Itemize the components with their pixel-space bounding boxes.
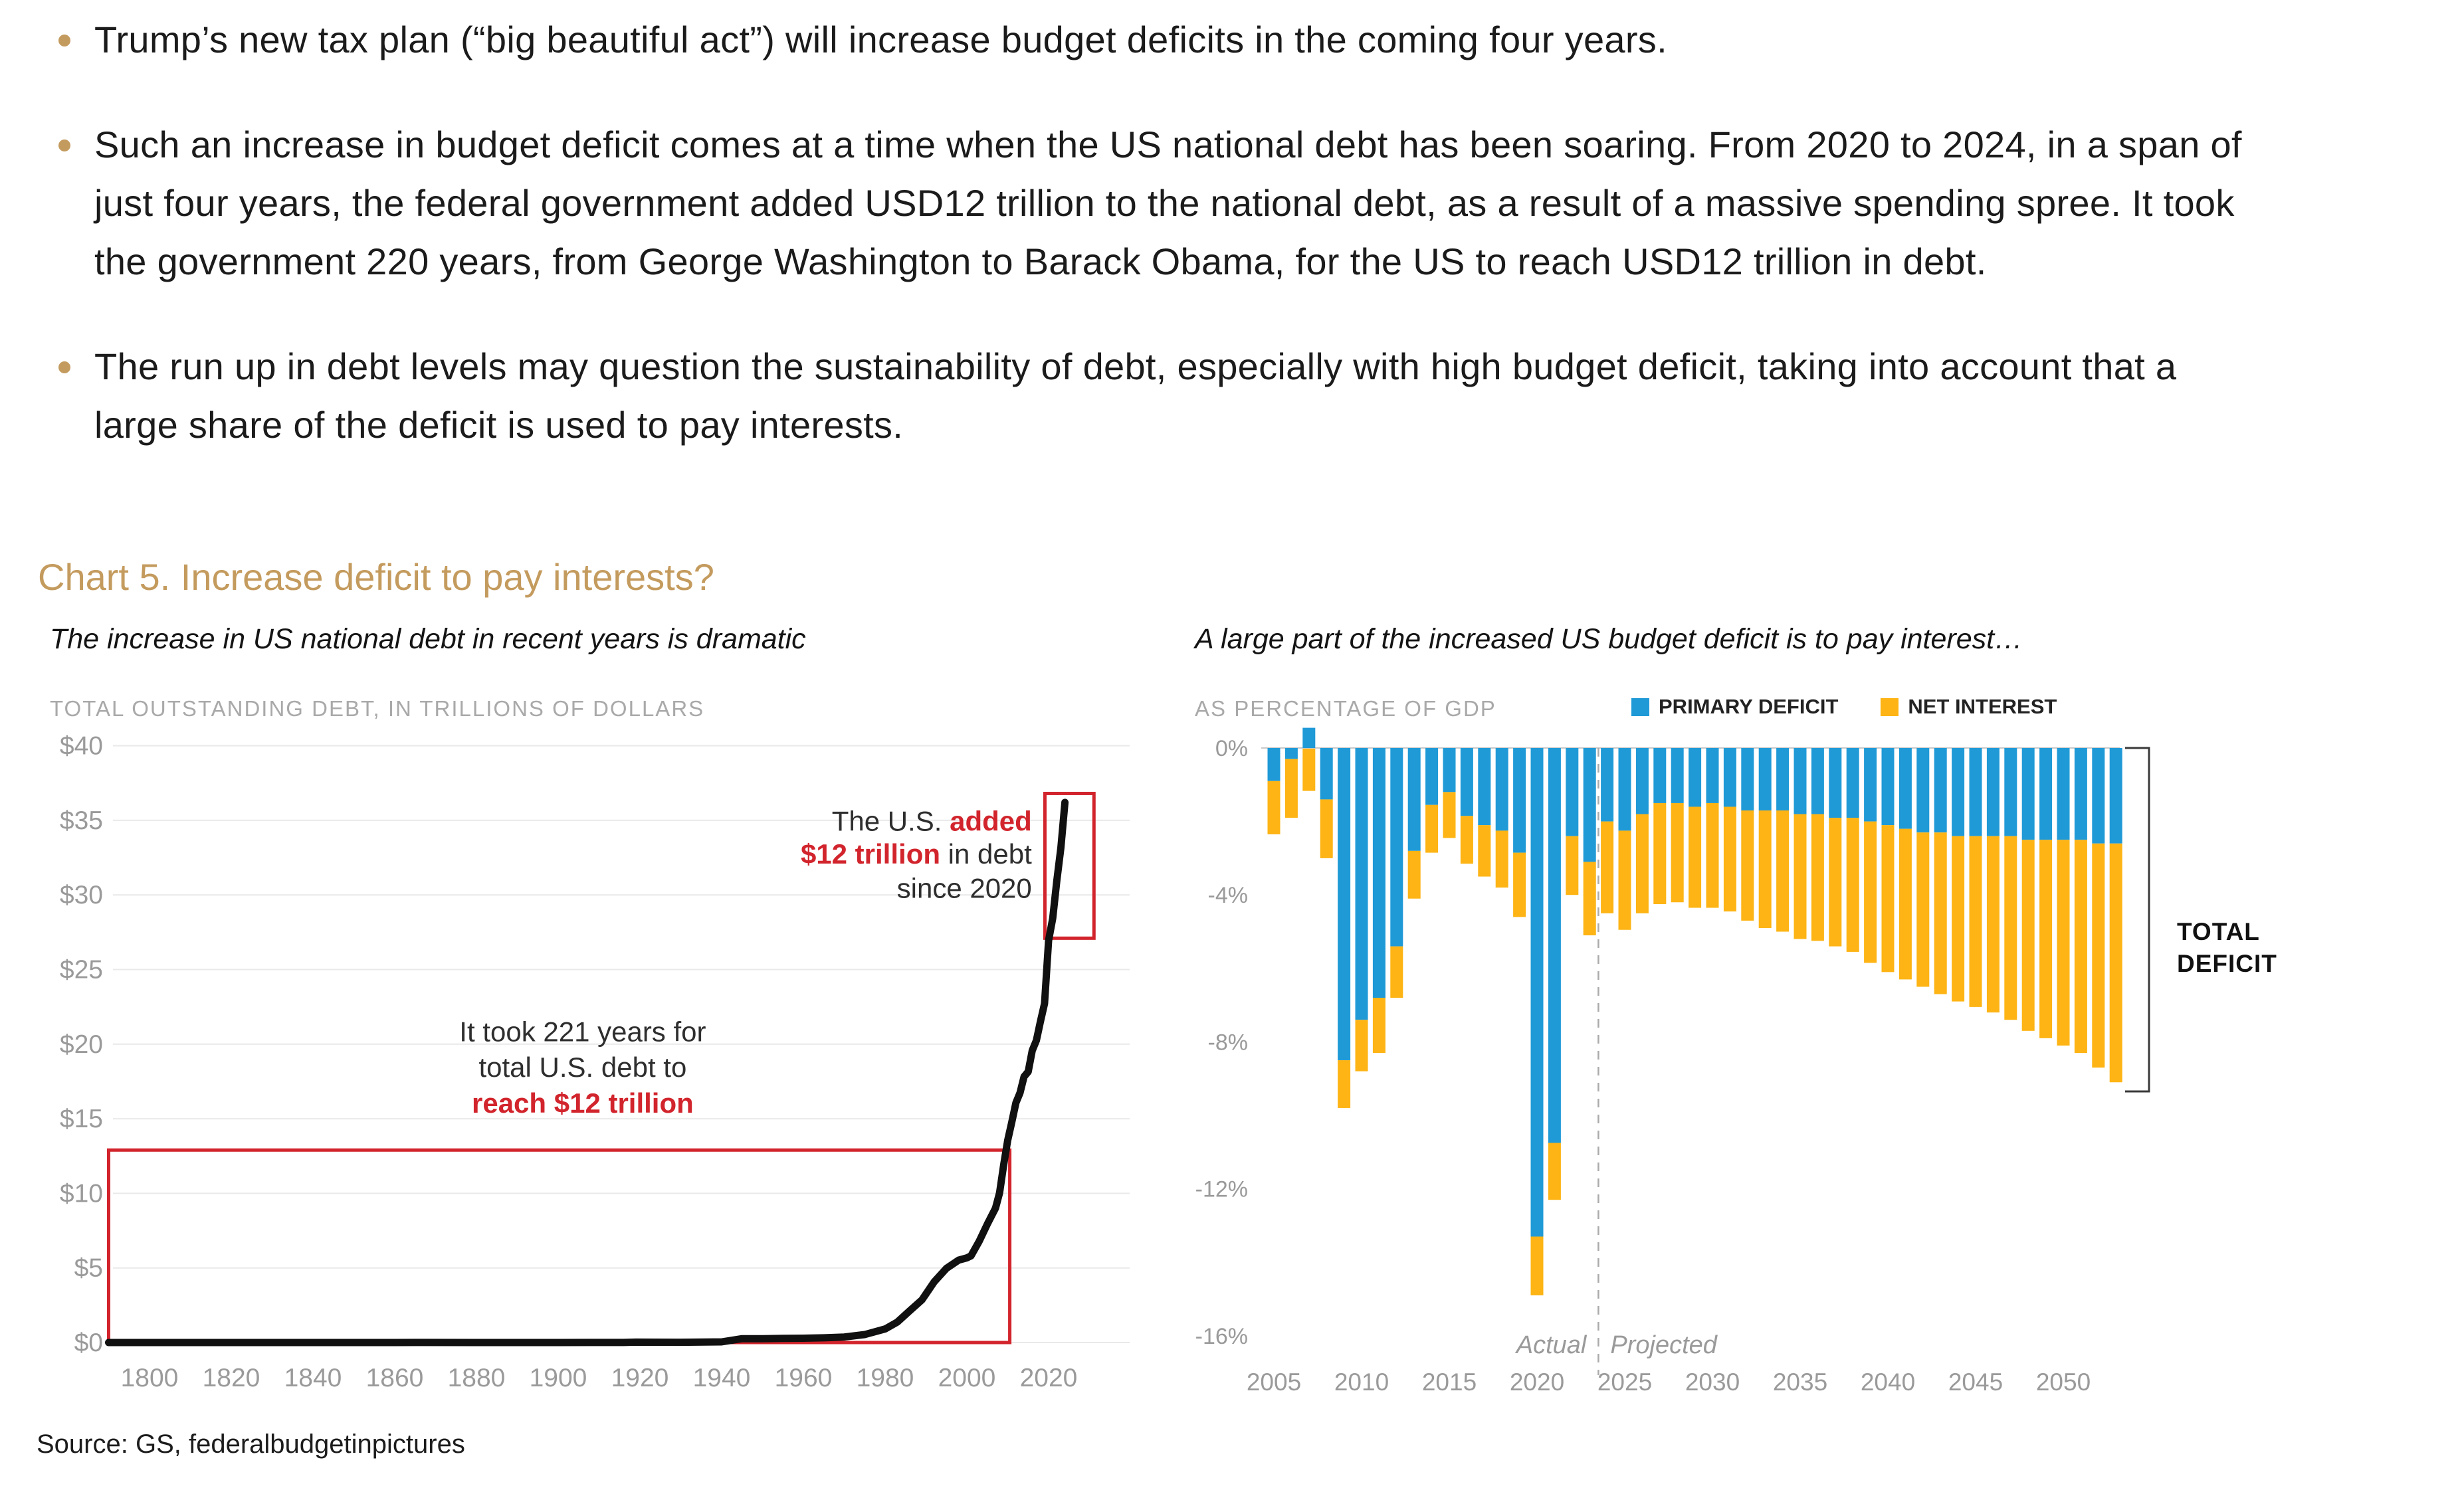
svg-text:2010: 2010 [1334,1368,1389,1396]
bullet-list: Trump’s new tax plan (“big beautiful act… [58,11,2251,501]
legend-item-primary-deficit: PRIMARY DEFICIT [1631,695,1838,719]
svg-text:$0: $0 [74,1329,103,1357]
svg-text:TOTAL: TOTAL [2177,918,2260,945]
svg-text:-8%: -8% [1208,1030,1248,1055]
svg-text:2040: 2040 [1861,1368,1915,1396]
net-interest-swatch-icon [1881,698,1899,716]
bullet-text: Trump’s new tax plan (“big beautiful act… [94,19,1667,60]
bullet-item: The run up in debt levels may question t… [58,337,2251,454]
svg-text:1920: 1920 [611,1364,669,1392]
legend: PRIMARY DEFICIT NET INTEREST [1631,695,2057,719]
legend-item-net-interest: NET INTEREST [1881,695,2057,719]
svg-text:2035: 2035 [1773,1368,1827,1396]
left-chart-title: The increase in US national debt in rece… [50,623,806,655]
svg-text:1800: 1800 [121,1364,179,1392]
svg-text:total U.S. debt to: total U.S. debt to [478,1052,686,1083]
legend-label: PRIMARY DEFICIT [1659,695,1839,718]
svg-text:-4%: -4% [1208,883,1248,908]
svg-text:$5: $5 [74,1254,103,1283]
svg-text:$12 trillion in debt: $12 trillion in debt [801,838,1032,870]
svg-text:$40: $40 [60,732,103,761]
svg-text:2005: 2005 [1247,1368,1301,1396]
svg-text:2020: 2020 [1020,1364,1078,1392]
svg-text:$20: $20 [60,1030,103,1059]
svg-text:2050: 2050 [2036,1368,2091,1396]
svg-text:$25: $25 [60,956,103,984]
svg-text:The U.S. added: The U.S. added [832,806,1032,837]
svg-text:1940: 1940 [693,1364,751,1392]
primary-deficit-swatch-icon [1631,698,1649,716]
svg-text:$15: $15 [60,1105,103,1133]
right-chart-subtitle: AS PERCENTAGE OF GDP [1195,696,1496,721]
svg-text:1960: 1960 [775,1364,833,1392]
bullet-item: Trump’s new tax plan (“big beautiful act… [58,11,2251,69]
svg-text:It took 221 years for: It took 221 years for [459,1016,706,1047]
source-note: Source: GS, federalbudgetinpictures [37,1430,465,1459]
svg-text:Projected: Projected [1610,1331,1718,1359]
bullet-icon [58,35,70,47]
bullet-text: Such an increase in budget deficit comes… [94,124,2242,282]
bullet-item: Such an increase in budget deficit comes… [58,116,2251,291]
svg-text:2030: 2030 [1685,1368,1740,1396]
svg-text:since 2020: since 2020 [897,873,1032,904]
svg-text:DEFICIT: DEFICIT [2177,950,2277,977]
right-chart-title: A large part of the increased US budget … [1195,623,2023,655]
svg-text:reach $12 trillion: reach $12 trillion [472,1087,694,1119]
svg-text:2000: 2000 [938,1364,996,1392]
svg-text:1900: 1900 [530,1364,587,1392]
svg-text:Actual: Actual [1515,1331,1588,1359]
svg-text:$30: $30 [60,881,103,909]
svg-text:-12%: -12% [1195,1177,1248,1202]
svg-text:1980: 1980 [857,1364,914,1392]
section-heading: Chart 5. Increase deficit to pay interes… [38,556,714,598]
left-chart-subtitle: TOTAL OUTSTANDING DEBT, IN TRILLIONS OF … [50,696,705,721]
svg-text:1880: 1880 [448,1364,506,1392]
debt-line-plot: $0 $5 $10 $15 $20 $25 $30 $35 $40 1800 1820 1840 186… [60,732,1130,1392]
svg-text:$10: $10 [60,1179,103,1208]
svg-text:0%: 0% [1215,736,1248,761]
svg-text:2045: 2045 [1948,1368,2003,1396]
svg-text:2020: 2020 [1510,1368,1564,1396]
bullet-icon [58,361,70,373]
svg-text:$35: $35 [60,806,103,835]
bullet-icon [58,140,70,151]
deficit-bar-plot: 0% -4% -8% -12% -16% 2005 2010 2015 2020 2025 2030… [1195,727,2277,1396]
legend-label: NET INTEREST [1908,695,2057,718]
bullet-text: The run up in debt levels may question t… [94,345,2177,446]
svg-text:1820: 1820 [203,1364,260,1392]
svg-text:2015: 2015 [1422,1368,1477,1396]
svg-text:1840: 1840 [284,1364,342,1392]
svg-text:1860: 1860 [366,1364,424,1392]
svg-text:-16%: -16% [1195,1324,1248,1349]
svg-text:2025: 2025 [1597,1368,1652,1396]
